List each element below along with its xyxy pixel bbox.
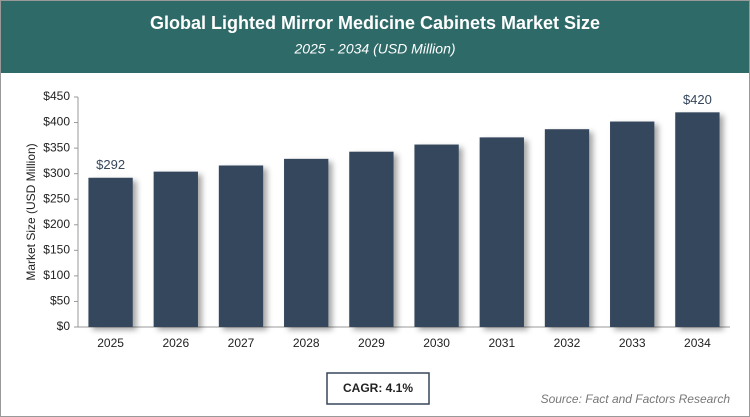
bar — [153, 171, 198, 327]
bar — [284, 158, 329, 327]
header-band — [1, 1, 749, 73]
y-tick-label: $400 — [43, 115, 70, 129]
chart-subtitle: 2025 - 2034 (USD Million) — [293, 41, 455, 57]
y-tick-label: $100 — [43, 268, 70, 282]
y-tick-label: $300 — [43, 166, 70, 180]
bar — [218, 165, 264, 327]
y-tick-label: $450 — [43, 89, 70, 103]
x-tick-label: 2029 — [358, 336, 385, 350]
x-tick-label: 2034 — [684, 336, 711, 350]
y-tick-label: $50 — [50, 294, 70, 308]
x-tick-label: 2025 — [97, 336, 124, 350]
y-tick-label: $250 — [43, 191, 70, 205]
value-label: $292 — [96, 157, 125, 172]
bar — [349, 151, 394, 327]
bar — [544, 129, 590, 327]
x-tick-label: 2033 — [619, 336, 646, 350]
x-tick-label: 2028 — [293, 336, 320, 350]
y-tick-label: $200 — [43, 217, 70, 231]
bar — [479, 137, 524, 327]
cagr-box — [326, 372, 430, 405]
y-axis-label: Market Size (USD Million) — [24, 143, 38, 280]
cagr-label: CAGR: 4.1% — [343, 381, 413, 395]
source-note: Source: Fact and Factors Research — [541, 392, 731, 406]
chart-title: Global Lighted Mirror Medicine Cabinets … — [150, 13, 600, 33]
value-label: $420 — [683, 92, 712, 107]
x-tick-label: 2027 — [228, 336, 255, 350]
y-tick-label: $350 — [43, 140, 70, 154]
bar — [414, 144, 459, 327]
x-tick-label: 2032 — [554, 336, 581, 350]
x-tick-label: 2026 — [162, 336, 189, 350]
bar — [88, 177, 133, 327]
x-tick-label: 2031 — [488, 336, 515, 350]
bar — [675, 112, 720, 327]
y-tick-label: $0 — [57, 319, 71, 333]
bar — [610, 121, 655, 328]
y-tick-label: $150 — [43, 243, 70, 257]
x-tick-label: 2030 — [423, 336, 450, 350]
